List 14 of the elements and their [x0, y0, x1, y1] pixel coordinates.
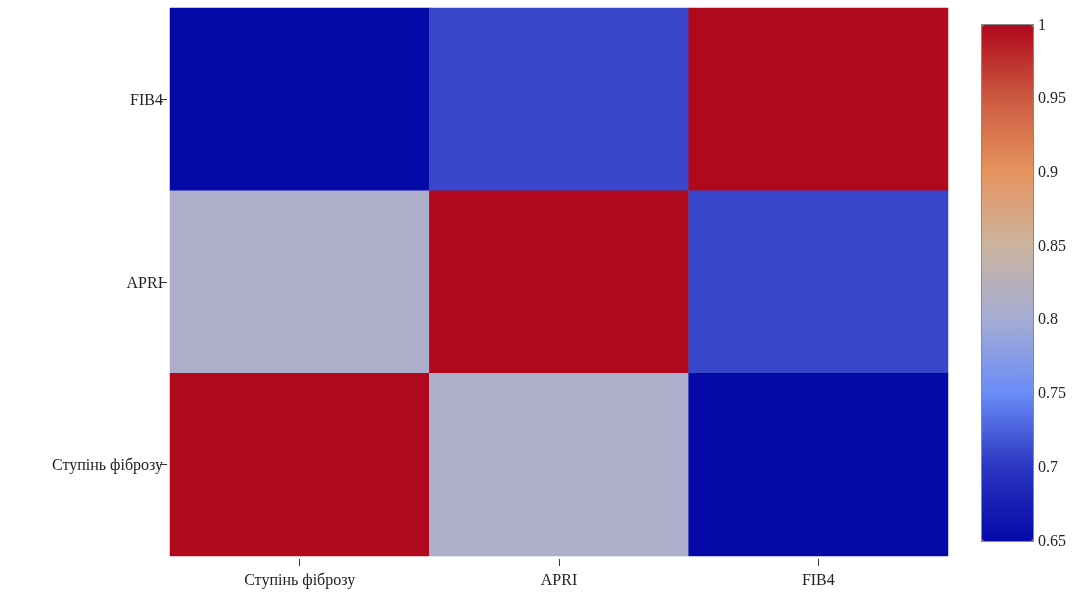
y-tick-label: APRI — [126, 273, 163, 291]
color-bar-label: 1 — [1038, 15, 1046, 33]
color-bar-label: 0.95 — [1038, 89, 1066, 107]
y-tick-label: FIB4 — [130, 90, 163, 108]
color-bar-label: 0.65 — [1038, 531, 1066, 549]
x-tick-label: Ступінь фіброзу — [244, 570, 356, 589]
y-tick-label: Ступінь фіброзу — [51, 456, 163, 475]
x-tick-label: APRI — [540, 570, 578, 588]
x-tick-label: FIB4 — [801, 570, 835, 588]
color-bar-label: 0.75 — [1038, 384, 1066, 402]
color-bar-label: 0.9 — [1038, 162, 1058, 180]
color-bar-label: 0.8 — [1038, 310, 1058, 328]
color-bar-label: 0.85 — [1038, 236, 1066, 254]
color-bar-label: 0.7 — [1038, 457, 1058, 475]
